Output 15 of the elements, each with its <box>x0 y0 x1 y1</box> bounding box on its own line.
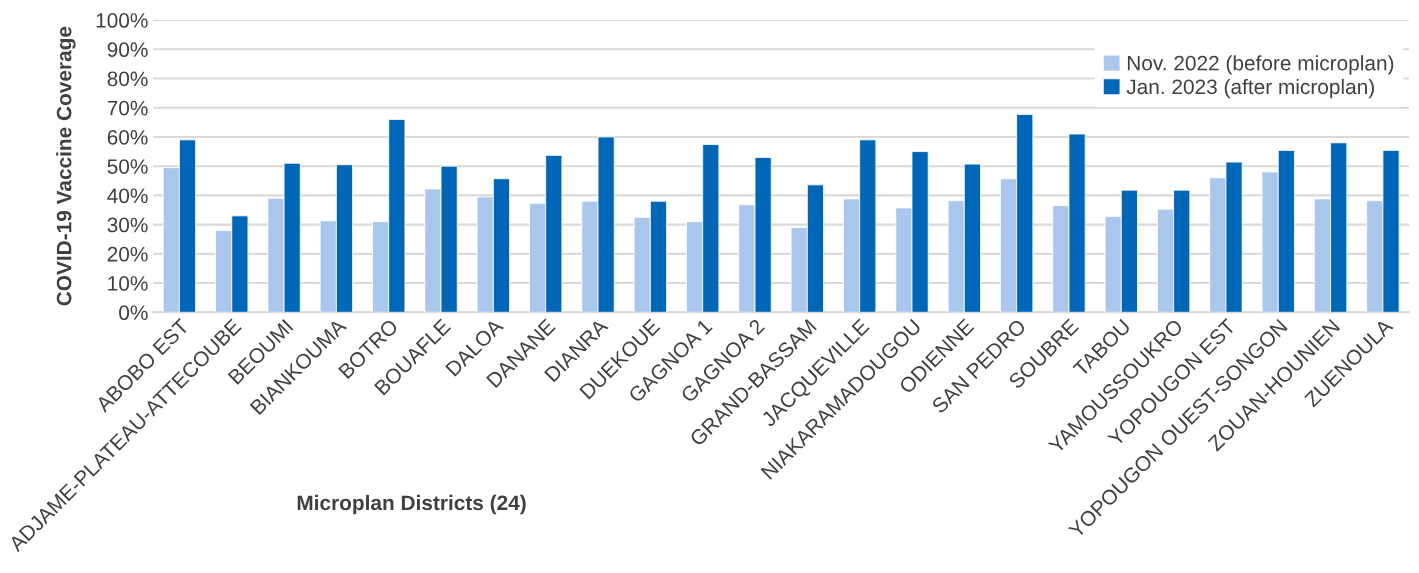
y-tick-label: 0% <box>119 305 148 321</box>
y-tick-label: 40% <box>107 188 148 204</box>
x-axis-title: Microplan Districts (24) <box>297 494 526 515</box>
y-tick-label: 20% <box>107 246 148 262</box>
y-tick-label: 90% <box>107 42 148 58</box>
y-tick-label: 80% <box>107 71 148 87</box>
y-tick-label: 100% <box>96 13 148 28</box>
legend-label: Nov. 2022 (before microplan) <box>1127 55 1394 75</box>
y-tick-label: 60% <box>107 129 148 145</box>
y-tick-label: 10% <box>108 276 148 291</box>
y-tick-label: 50% <box>107 159 148 174</box>
y-tick-label: 70% <box>107 100 148 116</box>
y-axis-title: COVID-19 Vaccine Coverage <box>56 26 76 306</box>
legend-label: Jan. 2023 (after microplan) <box>1126 78 1374 99</box>
y-tick-label: 30% <box>107 217 148 233</box>
